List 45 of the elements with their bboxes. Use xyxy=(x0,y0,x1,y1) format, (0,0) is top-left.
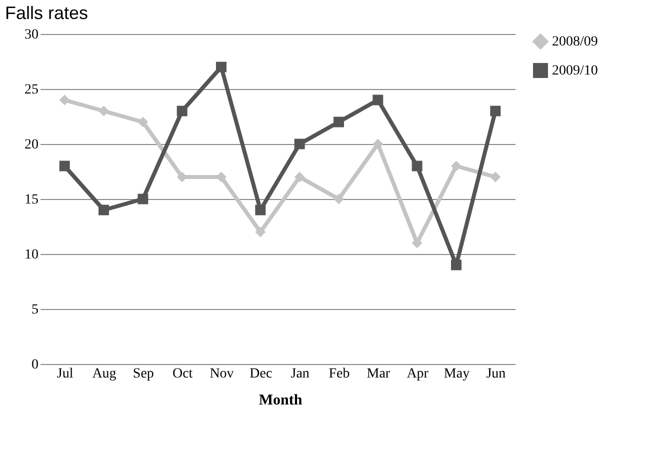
y-tick-label: 30 xyxy=(24,28,38,42)
legend-label: 2009/10 xyxy=(552,64,598,78)
x-tick-label: Sep xyxy=(132,366,154,382)
x-tick-label: Mar xyxy=(366,366,390,382)
y-tick-label: 5 xyxy=(32,302,38,318)
point xyxy=(98,106,109,116)
point xyxy=(334,116,344,128)
x-tick-label: Feb xyxy=(328,366,350,382)
x-tick-label: Oct xyxy=(172,366,193,382)
x-tick-label: Jun xyxy=(486,366,506,382)
point xyxy=(216,62,226,72)
point xyxy=(451,260,462,270)
y-tick-label: 15 xyxy=(24,192,38,208)
x-tick-label: Jan xyxy=(290,366,310,382)
point xyxy=(138,116,148,128)
x-tick-label: Jul xyxy=(56,366,74,382)
y-tick-label: 10 xyxy=(24,248,38,262)
legend-label: 2008/09 xyxy=(552,34,598,50)
point xyxy=(294,138,305,150)
point xyxy=(372,94,384,106)
y-tick-label: 0 xyxy=(32,358,38,372)
point xyxy=(490,106,501,116)
y-tick-label: 25 xyxy=(24,82,38,98)
point xyxy=(255,204,266,216)
x-tick-label: Aug xyxy=(92,366,116,382)
point xyxy=(294,172,305,182)
point xyxy=(138,194,148,204)
point xyxy=(451,160,462,172)
point xyxy=(334,194,344,204)
point xyxy=(59,94,70,106)
point xyxy=(372,138,384,150)
x-tick-label: May xyxy=(444,366,470,382)
point xyxy=(412,160,422,172)
x-tick-label: Nov xyxy=(210,366,234,382)
chart-title: Falls rates xyxy=(5,3,88,23)
point xyxy=(412,238,422,248)
x-axis-title: Month xyxy=(258,392,303,408)
point xyxy=(255,226,266,238)
x-tick-label: Apr xyxy=(406,366,429,382)
point xyxy=(490,172,501,182)
x-tick-label: Dec xyxy=(250,366,272,382)
point xyxy=(98,204,109,216)
point xyxy=(59,160,70,172)
y-tick-label: 20 xyxy=(24,138,38,152)
point xyxy=(176,106,188,116)
